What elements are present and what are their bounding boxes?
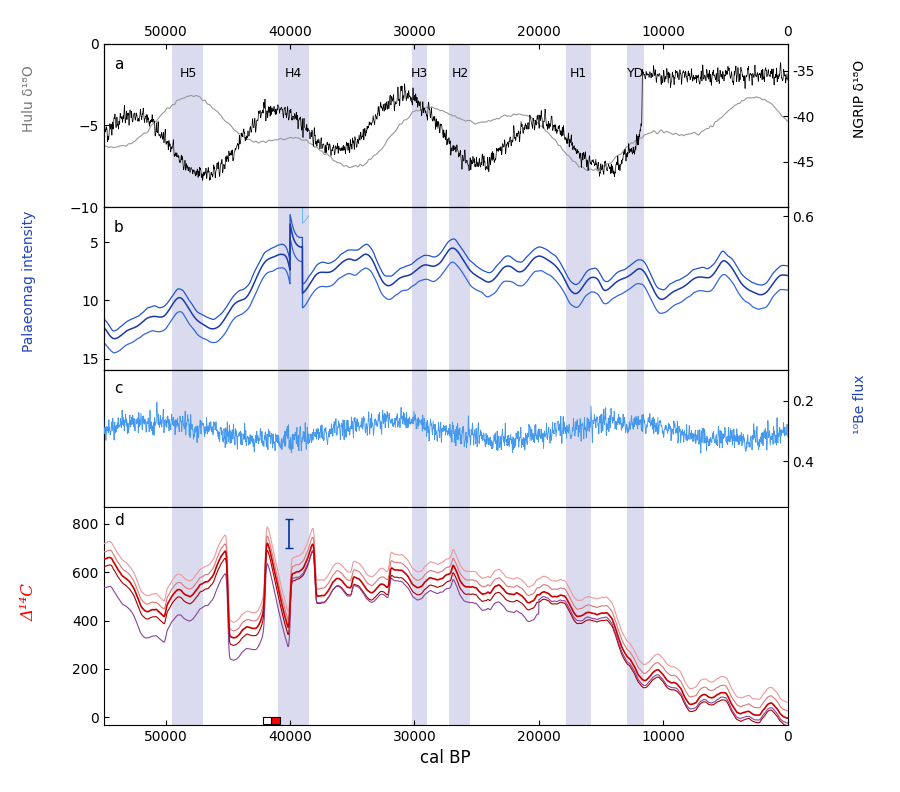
Bar: [412, 44, 427, 207]
X-axis label: cal BP: cal BP: [420, 749, 471, 767]
Text: a: a: [113, 57, 123, 71]
Text: NGRIP δ¹⁸O: NGRIP δ¹⁸O: [852, 60, 867, 138]
Bar: [449, 507, 471, 725]
Bar: [172, 207, 203, 371]
Text: c: c: [113, 382, 122, 396]
Text: Hulu δ¹⁸O: Hulu δ¹⁸O: [22, 66, 36, 132]
Text: H4: H4: [285, 67, 302, 79]
Bar: [272, 718, 280, 724]
Bar: [412, 207, 427, 371]
Text: Δ¹⁴C: Δ¹⁴C: [21, 583, 37, 621]
Bar: [412, 371, 427, 507]
Bar: [627, 207, 644, 371]
Bar: [627, 44, 644, 207]
Bar: [172, 44, 203, 207]
Text: H1: H1: [570, 67, 587, 79]
Text: H5: H5: [179, 67, 197, 79]
Text: d: d: [113, 513, 123, 528]
Bar: [263, 718, 272, 724]
Text: b: b: [113, 220, 123, 235]
Bar: [449, 44, 471, 207]
Bar: [566, 44, 591, 207]
Bar: [566, 507, 591, 725]
Text: ¹⁰Be flux: ¹⁰Be flux: [852, 374, 867, 434]
Bar: [277, 44, 309, 207]
Bar: [172, 507, 203, 725]
Bar: [172, 371, 203, 507]
Bar: [412, 507, 427, 725]
Text: Palaeomag intensity: Palaeomag intensity: [22, 211, 36, 352]
Bar: [277, 207, 309, 371]
Bar: [566, 371, 591, 507]
Bar: [449, 207, 471, 371]
Bar: [277, 371, 309, 507]
Bar: [566, 207, 591, 371]
Text: H3: H3: [410, 67, 428, 79]
Bar: [627, 507, 644, 725]
Bar: [277, 507, 309, 725]
Text: YD: YD: [627, 67, 644, 79]
Text: H2: H2: [452, 67, 469, 79]
Bar: [627, 371, 644, 507]
Bar: [449, 371, 471, 507]
